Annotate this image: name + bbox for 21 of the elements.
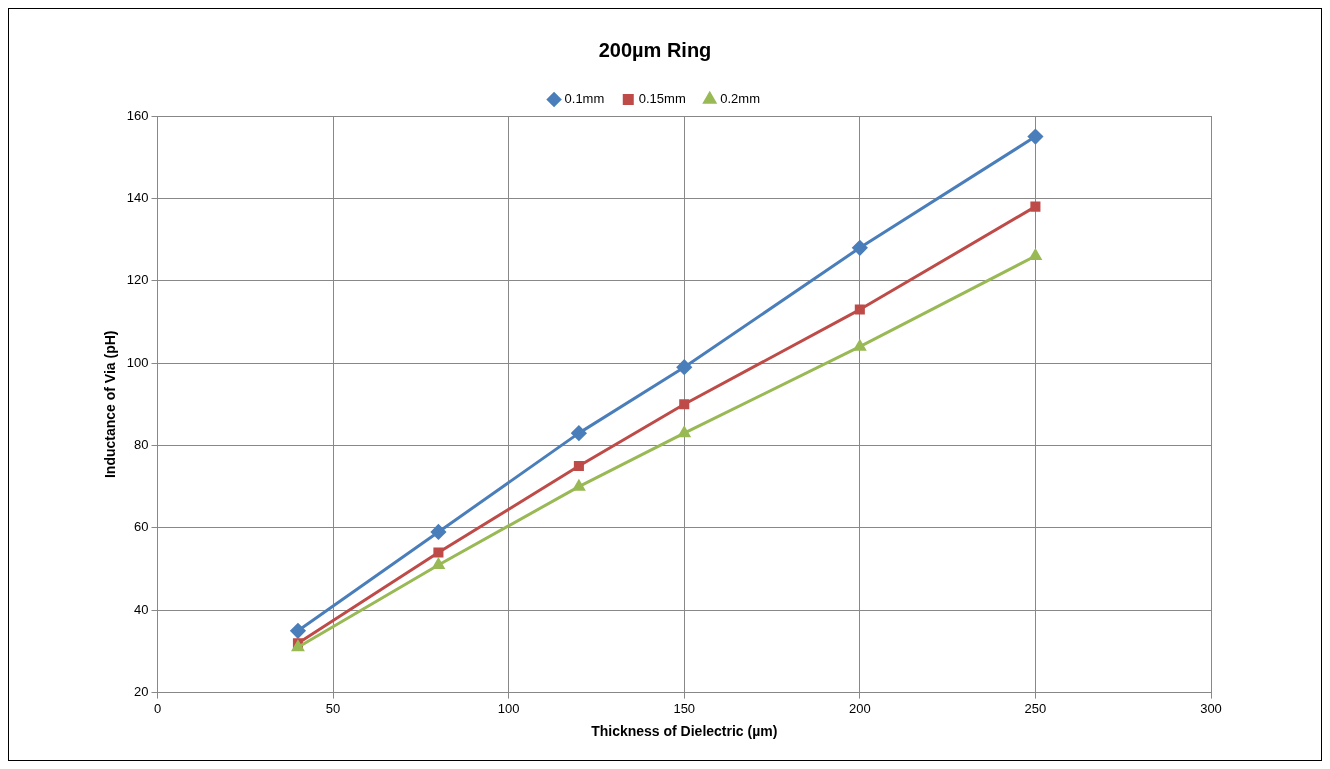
- legend-label: 0.15mm: [638, 91, 686, 107]
- chart-title: 200µm Ring: [598, 38, 712, 61]
- x-tick-label: 200: [848, 700, 871, 716]
- x-tick-label: 0: [153, 700, 162, 716]
- legend-label: 0.1mm: [564, 91, 605, 107]
- y-tick-label: 40: [134, 601, 149, 617]
- y-tick-label: 120: [126, 272, 149, 288]
- y-tick-label: 160: [126, 107, 149, 123]
- y-tick-label: 80: [134, 437, 149, 453]
- legend-label: 0.2mm: [720, 91, 760, 107]
- y-tick-label: 60: [134, 519, 149, 535]
- x-tick-label: 100: [497, 700, 520, 716]
- y-axis-title: Inductance of Via (pH): [102, 330, 119, 479]
- y-tick-label: 100: [126, 354, 149, 370]
- y-tick-label: 20: [134, 684, 149, 700]
- x-tick-label: 300: [1200, 700, 1222, 716]
- x-tick-label: 50: [325, 700, 341, 716]
- y-tick-label: 140: [126, 189, 149, 205]
- x-axis-title: Thickness of Dielectric (µm): [591, 723, 778, 740]
- x-tick-label: 150: [673, 700, 696, 716]
- x-tick-label: 250: [1024, 700, 1047, 716]
